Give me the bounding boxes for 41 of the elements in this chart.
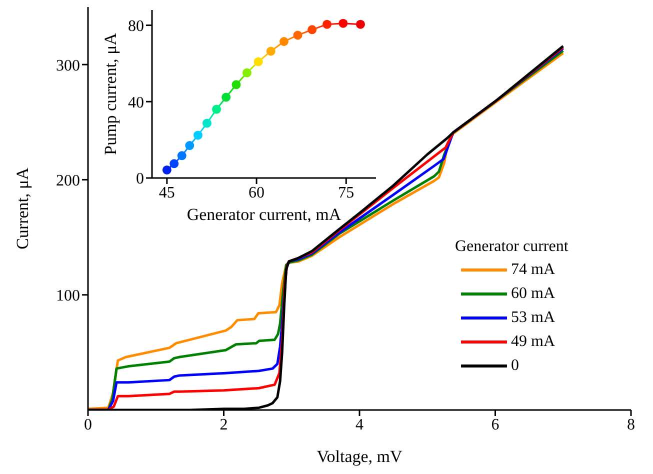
legend-label: 60 mA xyxy=(511,285,555,303)
y-tick-label: 40 xyxy=(128,94,144,112)
legend-label: 49 mA xyxy=(511,333,555,351)
x-tick-label: 45 xyxy=(158,184,175,202)
legend-label: 0 xyxy=(511,357,519,375)
point xyxy=(162,165,172,174)
y-tick-label: 100 xyxy=(56,288,80,305)
point xyxy=(177,151,186,160)
point xyxy=(212,104,222,114)
x-tick-label: 75 xyxy=(338,184,354,202)
x-axis-title: Voltage, mV xyxy=(316,447,404,466)
x-tick-label: 4 xyxy=(356,416,364,434)
point xyxy=(185,141,194,150)
point xyxy=(202,118,212,128)
point xyxy=(356,20,365,29)
y-tick-label: 80 xyxy=(128,18,144,35)
point xyxy=(242,68,252,78)
point xyxy=(308,25,317,34)
y-axis-title: Current, μA xyxy=(13,166,32,250)
point xyxy=(293,30,302,40)
y-tick-label: 0 xyxy=(136,170,144,188)
legend-title: Generator current xyxy=(455,238,570,256)
legend-label: 74 mA xyxy=(511,261,555,279)
point xyxy=(193,130,202,140)
point xyxy=(280,37,289,46)
point xyxy=(338,18,348,28)
x-tick-label: 2 xyxy=(220,416,228,434)
x-tick-label: 8 xyxy=(627,416,635,434)
y-tick-label: 200 xyxy=(56,172,80,190)
point xyxy=(170,159,179,168)
point xyxy=(222,92,231,102)
point xyxy=(232,80,241,90)
y-tick-label: 300 xyxy=(56,57,80,74)
x-tick-label: 6 xyxy=(491,416,500,434)
x-tick-label: 60 xyxy=(248,184,265,202)
point xyxy=(266,46,276,56)
x-tick-label: 0 xyxy=(84,416,92,434)
legend-label: 53 mA xyxy=(511,309,555,327)
point xyxy=(254,57,263,66)
point xyxy=(322,20,332,29)
y-axis-title: Pump current, μA xyxy=(101,32,120,155)
